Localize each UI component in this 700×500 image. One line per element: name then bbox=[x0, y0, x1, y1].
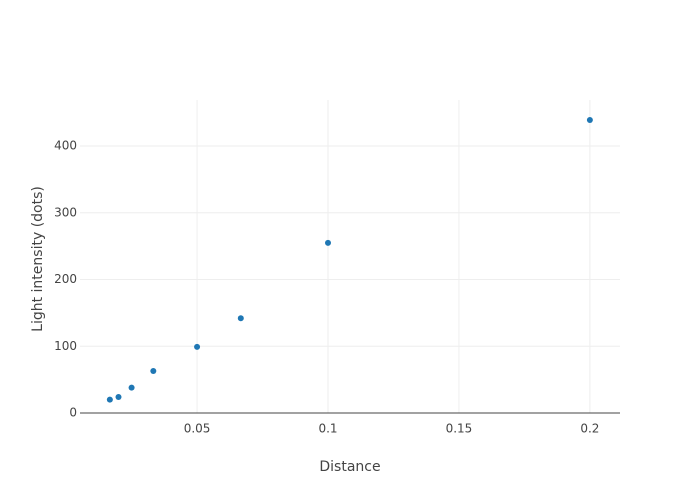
y-tick-label: 300 bbox=[54, 205, 77, 219]
x-tick-label: 0.2 bbox=[580, 422, 599, 436]
x-axis-title: Distance bbox=[319, 459, 380, 475]
y-axis-title: Light intensity (dots) bbox=[30, 186, 46, 332]
point bbox=[237, 315, 244, 322]
y-tick-label: 400 bbox=[54, 139, 77, 153]
y-tick-label: 0 bbox=[69, 406, 77, 420]
y-tick-label: 100 bbox=[54, 339, 77, 353]
point bbox=[150, 367, 157, 374]
y-tick-label: 200 bbox=[54, 272, 77, 286]
point bbox=[115, 393, 122, 400]
x-tick-label: 0.1 bbox=[318, 422, 337, 436]
x-tick-label: 0.15 bbox=[446, 422, 473, 436]
point bbox=[325, 239, 332, 246]
point bbox=[194, 343, 201, 350]
point bbox=[586, 117, 593, 124]
x-tick-label: 0.05 bbox=[184, 422, 211, 436]
point bbox=[128, 384, 135, 391]
point bbox=[106, 396, 113, 403]
